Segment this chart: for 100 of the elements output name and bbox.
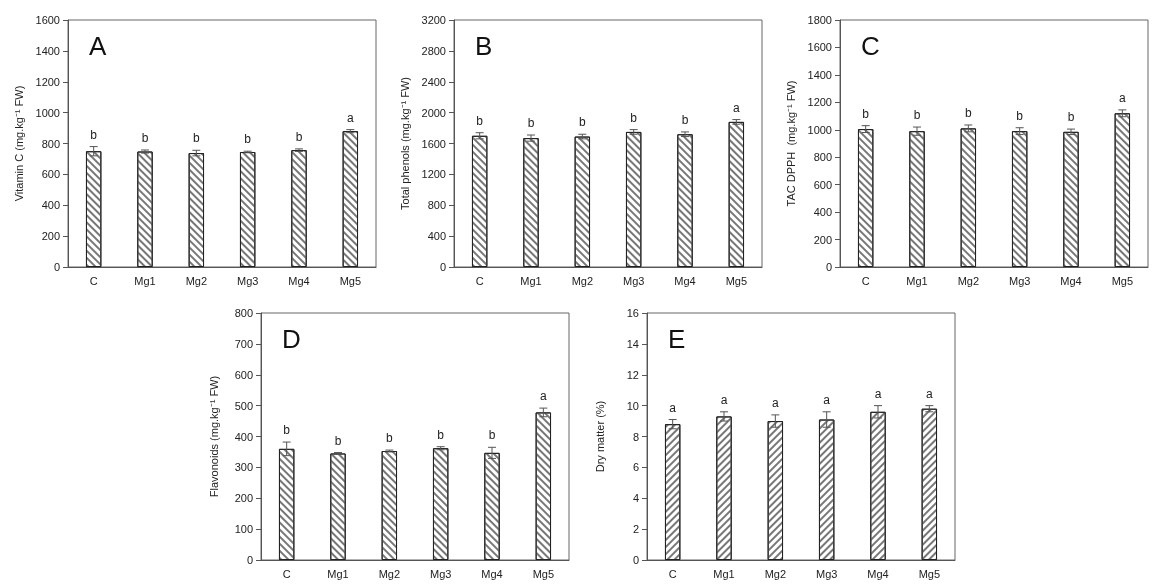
- x-tick-label: Mg4: [1060, 274, 1082, 287]
- annotation: b: [90, 127, 98, 142]
- y-tick-label: 800: [427, 199, 446, 212]
- y-tick-label: 1600: [35, 14, 60, 26]
- x-tick-label: Mg2: [764, 567, 787, 580]
- y-tick-label: 12: [626, 368, 639, 381]
- y-tick-label: 600: [813, 178, 832, 191]
- annotation: a: [874, 386, 882, 401]
- y-tick-label: 2000: [421, 106, 446, 119]
- x-tick-label: Mg4: [867, 567, 889, 580]
- y-tick-label: 800: [813, 151, 832, 164]
- annotation: a: [732, 100, 740, 115]
- y-tick-label: 200: [41, 230, 60, 243]
- y-tick-label: 1400: [35, 44, 60, 57]
- annotation: b: [913, 108, 921, 123]
- annotation: b: [527, 116, 535, 131]
- y-tick-label: 8: [632, 430, 639, 443]
- annotation: b: [385, 431, 393, 446]
- y-tick-label: 1800: [807, 14, 832, 26]
- annotation: b: [964, 105, 972, 120]
- x-tick-label: Mg4: [674, 274, 696, 287]
- y-tick-label: 14: [626, 337, 639, 350]
- y-tick-label: 16: [626, 307, 639, 319]
- y-tick-label: 200: [813, 233, 832, 246]
- x-tick-label: Mg1: [520, 274, 542, 287]
- annotation: b: [244, 132, 252, 147]
- x-tick-label: Mg3: [236, 274, 259, 287]
- x-tick-label: Mg1: [327, 567, 349, 580]
- annotation: a: [346, 110, 354, 125]
- y-tick-label: 0: [246, 554, 253, 566]
- y-axis-title: Vitamin C (mg.kg⁻¹ FW): [13, 85, 26, 202]
- annotation: a: [823, 392, 831, 407]
- y-tick-label: 2: [632, 523, 639, 536]
- y-axis-title: Total phenols (mg.kg⁻¹ FW): [399, 77, 412, 210]
- x-tick-label: Mg4: [288, 274, 310, 287]
- x-tick-label: Mg2: [571, 274, 594, 287]
- x-tick-label: Mg3: [815, 567, 838, 580]
- chart-title: C: [861, 31, 880, 61]
- y-tick-label: 200: [234, 492, 253, 505]
- y-tick-label: 1400: [807, 68, 832, 81]
- y-axis-title: Flavonoids (mg.kg⁻¹ FW): [207, 375, 220, 498]
- y-tick-label: 1200: [35, 75, 60, 88]
- x-tick-label: Mg5: [1111, 274, 1134, 287]
- y-tick-label: 400: [427, 230, 446, 243]
- x-tick-label: C: [89, 274, 98, 287]
- y-tick-label: 0: [632, 554, 639, 566]
- y-tick-label: 400: [234, 430, 253, 443]
- y-tick-label: 2800: [421, 44, 446, 57]
- y-tick-label: 3200: [421, 14, 446, 26]
- y-tick-label: 1600: [421, 137, 446, 150]
- x-tick-label: Mg2: [957, 274, 980, 287]
- x-tick-label: Mg5: [532, 567, 555, 580]
- x-tick-label: Mg1: [134, 274, 156, 287]
- annotation: b: [476, 113, 484, 128]
- y-axis-title: TAC DPPH (mg.kg⁻¹ FW): [785, 80, 798, 207]
- x-tick-label: Mg3: [429, 567, 452, 580]
- annotation: b: [488, 428, 496, 443]
- y-tick-label: 1000: [807, 123, 832, 136]
- y-axis-title: Dry matter (%): [593, 400, 606, 473]
- annotation: a: [1118, 90, 1126, 105]
- chart-title: A: [89, 31, 107, 61]
- y-tick-label: 0: [825, 261, 832, 273]
- y-tick-label: 1600: [807, 41, 832, 54]
- y-tick-label: 10: [626, 399, 639, 412]
- annotation: b: [681, 112, 689, 127]
- annotation: b: [295, 129, 303, 144]
- y-tick-label: 0: [53, 261, 60, 273]
- annotation: b: [192, 131, 200, 146]
- y-tick-label: 400: [41, 199, 60, 212]
- x-tick-label: C: [861, 274, 870, 287]
- annotation: b: [283, 423, 291, 438]
- annotation: b: [578, 115, 586, 130]
- annotation: a: [771, 395, 779, 410]
- y-tick-label: 100: [234, 523, 253, 536]
- x-tick-label: Mg2: [185, 274, 208, 287]
- y-tick-label: 1200: [807, 96, 832, 109]
- y-tick-label: 700: [234, 337, 253, 350]
- x-tick-label: Mg3: [622, 274, 645, 287]
- x-tick-label: Mg5: [918, 567, 941, 580]
- y-tick-label: 800: [41, 137, 60, 150]
- y-tick-label: 400: [813, 206, 832, 219]
- x-tick-label: C: [475, 274, 484, 287]
- y-tick-label: 2400: [421, 75, 446, 88]
- x-tick-label: C: [668, 567, 677, 580]
- x-tick-label: Mg4: [481, 567, 503, 580]
- annotation: b: [334, 433, 342, 448]
- chart-title: D: [282, 324, 301, 354]
- x-tick-label: Mg1: [906, 274, 928, 287]
- annotation: a: [925, 386, 933, 401]
- annotation: b: [1067, 110, 1075, 125]
- annotation: b: [141, 130, 149, 145]
- x-tick-label: Mg1: [713, 567, 735, 580]
- annotation: b: [862, 106, 870, 121]
- y-tick-label: 600: [41, 168, 60, 181]
- x-tick-label: Mg5: [725, 274, 748, 287]
- annotation: b: [630, 110, 638, 125]
- y-tick-label: 300: [234, 461, 253, 474]
- x-tick-label: C: [282, 567, 291, 580]
- y-tick-label: 4: [632, 492, 639, 505]
- chart-title: B: [475, 31, 493, 61]
